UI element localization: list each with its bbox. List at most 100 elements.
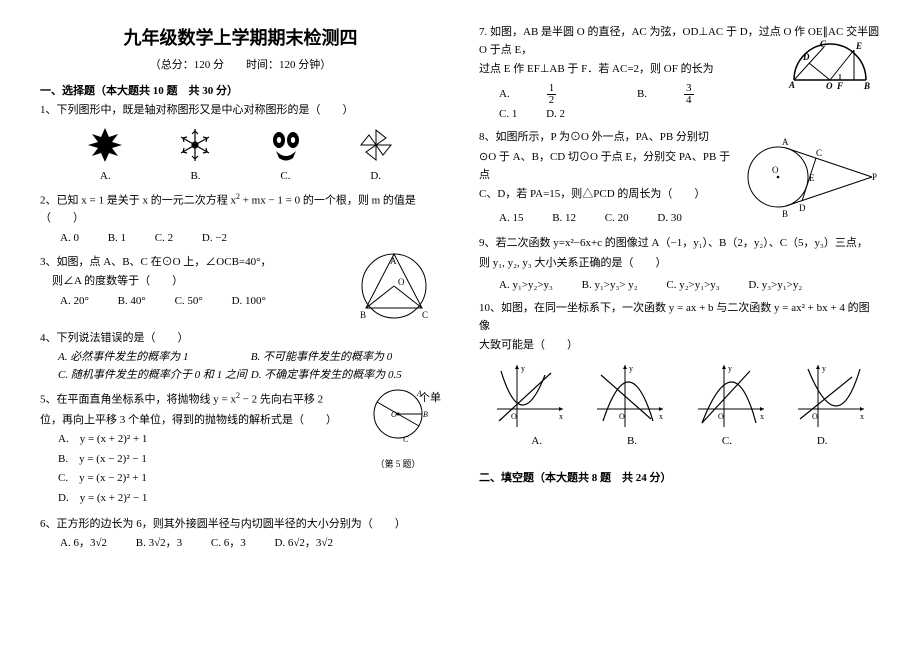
q2-options: A. 0 B. 1 C. 2 D. −2 — [60, 230, 441, 248]
svg-text:E: E — [809, 173, 815, 183]
question-5: 5、在平面直角坐标系中，将抛物线 y = x2 − 2 先向右平移 2 个单 位… — [40, 390, 441, 509]
q1-optC-mask-icon — [262, 124, 310, 166]
q1-optA-leaf-icon — [81, 124, 129, 166]
q3-stem2: 则∠A 的度数等于（ ） — [52, 273, 331, 291]
q7-figure: A C D E O F B — [784, 38, 880, 97]
svg-text:E: E — [855, 41, 862, 51]
svg-text:P: P — [872, 172, 877, 182]
q8-opt-a: A. 15 — [499, 210, 523, 228]
question-4: 4、下列说法错误的是（ ） A. 必然事件发生的概率为 1 B. 不可能事件发生… — [40, 330, 441, 385]
q10-stem2: 大致可能是（ ） — [479, 337, 880, 355]
q10-label-d: D. — [817, 433, 828, 451]
question-6: 6、正方形的边长为 6，则其外接圆半径与内切圆半径的大小分别为（ ） A. 6，… — [40, 516, 441, 553]
q7-opt-d: D. 2 — [546, 106, 565, 124]
question-1: 1、下列图形中，既是轴对称图形又是中心对称图形的是（ ） A. B. C. D. — [40, 102, 441, 185]
svg-text:O: O — [391, 410, 397, 419]
svg-text:A: A — [782, 137, 789, 147]
svg-text:y: y — [629, 364, 633, 373]
q3-stem1: 3、如图，点 A、B、C 在⊙O 上，∠OCB=40°， — [40, 254, 331, 272]
q4-opt-d: D. 不确定事件发生的概率为 0.5 — [251, 369, 402, 381]
q8-options: A. 15 B. 12 C. 20 D. 30 — [499, 210, 740, 228]
q9-opt-d: D. y₃>y₁>y₂ — [748, 277, 802, 295]
q10-label-b: B. — [627, 433, 637, 451]
q10-label-a: A. — [531, 433, 542, 451]
q4-opt-a: A. 必然事件发生的概率为 1 — [58, 349, 248, 367]
q9-options: A. y₁>y₂>y₃ B. y₁>y₃> y₂ C. y₂>y₁>y₃ D. … — [499, 277, 880, 295]
svg-text:C: C — [403, 435, 409, 444]
question-10: 10、如图，在同一坐标系下，一次函数 y = ax + b 与二次函数 y = … — [479, 300, 880, 450]
svg-text:x: x — [559, 412, 563, 421]
q6-options: A. 6，3√2 B. 3√2，3 C. 6，3 D. 6√2，3√2 — [60, 535, 441, 553]
q10-label-c: C. — [722, 433, 732, 451]
q10-graph-b: O x y — [589, 361, 669, 431]
svg-text:D: D — [802, 52, 810, 62]
svg-text:A: A — [416, 389, 422, 398]
q7-opt-a: A. 12 — [499, 83, 608, 106]
svg-text:O: O — [511, 412, 517, 421]
q10-graph-c: O x y — [690, 361, 770, 431]
q5-options: A. y = (x + 2)² + 1 B. y = (x − 2)² − 1 … — [58, 431, 351, 509]
q1-label-c: C. — [280, 168, 290, 186]
q7-opt-b: B. 34 — [637, 83, 746, 106]
q9-opt-b: B. y₁>y₃> y₂ — [582, 277, 638, 295]
q8-stem2: ⊙O 于 A、B，CD 切⊙O 于点 E，分别交 PA、PB 于点 — [479, 149, 740, 184]
svg-text:B: B — [360, 310, 366, 320]
question-3: 3、如图，点 A、B、C 在⊙O 上，∠OCB=40°， 则∠A 的度数等于（ … — [40, 254, 441, 324]
q1-labels: A. B. C. D. — [60, 168, 421, 186]
svg-text:x: x — [659, 412, 663, 421]
q5-opt-b: B. y = (x − 2)² − 1 — [58, 451, 238, 469]
q2-opt-c: C. 2 — [155, 230, 173, 248]
svg-text:y: y — [822, 364, 826, 373]
q6-opt-a: A. 6，3√2 — [60, 535, 107, 553]
q3-opt-b: B. 40° — [118, 293, 146, 311]
svg-text:O: O — [772, 165, 779, 175]
q5-opt-a: A. y = (x + 2)² + 1 — [58, 431, 238, 449]
svg-text:D: D — [799, 203, 806, 213]
q8-figure: O A B C D E P — [742, 129, 880, 232]
left-column: 九年级数学上学期期末检测四 （总分：120 分 时间：120 分钟） 一、选择题… — [40, 24, 441, 630]
svg-text:A: A — [788, 80, 795, 90]
q10-stem1: 10、如图，在同一坐标系下，一次函数 y = ax + b 与二次函数 y = … — [479, 300, 880, 335]
svg-text:x: x — [860, 412, 864, 421]
q2-stem: 2、已知 x = 1 是关于 x 的一元二次方程 x2 + mx − 1 = 0… — [40, 191, 441, 228]
svg-text:C: C — [820, 39, 827, 49]
section1-heading: 一、选择题（本大题共 10 题 共 30 分） — [40, 82, 441, 98]
q8-opt-c: C. 20 — [605, 210, 629, 228]
question-8: 8、如图所示，P 为⊙O 外一点，PA、PB 分别切 ⊙O 于 A、B，CD 切… — [479, 129, 880, 229]
svg-text:O: O — [826, 81, 833, 90]
exam-subtitle: （总分：120 分 时间：120 分钟） — [40, 56, 441, 72]
q7-options: A. 12 B. 34 C. 1 D. 2 — [499, 83, 780, 124]
svg-text:y: y — [521, 364, 525, 373]
q9-opt-c: C. y₂>y₁>y₃ — [666, 277, 719, 295]
q10-graph-a: O x y — [489, 361, 569, 431]
q5-stem1: 5、在平面直角坐标系中，将抛物线 y = x2 − 2 先向右平移 2 个单 — [40, 390, 351, 409]
svg-text:O: O — [398, 277, 405, 287]
q5-fig-label: （第 5 题） — [363, 457, 433, 471]
q5-opt-d: D. y = (x + 2)² − 1 — [58, 490, 238, 508]
q8-stem3: C、D，若 PA=15，则△PCD 的周长为（ ） — [479, 186, 740, 204]
q5-stem2: 位，再向上平移 3 个单位，得到的抛物线的解析式是（ ） — [40, 412, 351, 430]
svg-text:B: B — [782, 209, 788, 219]
q5-figure: A O B C （第 5 题） — [363, 384, 433, 471]
svg-text:F: F — [836, 81, 843, 90]
q6-opt-b: B. 3√2，3 — [136, 535, 182, 553]
q4-stem: 4、下列说法错误的是（ ） — [40, 330, 441, 348]
q2-opt-d: D. −2 — [202, 230, 227, 248]
question-9: 9、若二次函数 y=x²−6x+c 的图像过 A（−1，y₁）、B（2，y₂）、… — [479, 235, 880, 294]
q3-figure: A O B C — [346, 250, 441, 335]
q10-graph-d: O x y — [790, 361, 870, 431]
svg-text:A: A — [390, 256, 397, 266]
q3-options: A. 20° B. 40° C. 50° D. 100° — [60, 293, 331, 311]
q9-stem1: 9、若二次函数 y=x²−6x+c 的图像过 A（−1，y₁）、B（2，y₂）、… — [479, 235, 880, 253]
q5-opt-c: C. y = (x − 2)² + 1 — [58, 470, 238, 488]
q2-opt-b: B. 1 — [108, 230, 126, 248]
right-column: 7. 如图，AB 是半圆 O 的直径，AC 为弦，OD⊥AC 于 D，过点 O … — [479, 24, 880, 630]
q1-optD-pinwheel-icon — [352, 124, 400, 166]
q1-optB-snowflake-icon — [171, 124, 219, 166]
q8-stem1: 8、如图所示，P 为⊙O 外一点，PA、PB 分别切 — [479, 129, 740, 147]
q8-opt-d: D. 30 — [657, 210, 681, 228]
q1-stem: 1、下列图形中，既是轴对称图形又是中心对称图形的是（ ） — [40, 102, 441, 120]
q10-graphs: O x y O x y O — [479, 361, 880, 431]
q4-opt-b: B. 不可能事件发生的概率为 0 — [251, 351, 392, 363]
svg-text:y: y — [728, 364, 732, 373]
